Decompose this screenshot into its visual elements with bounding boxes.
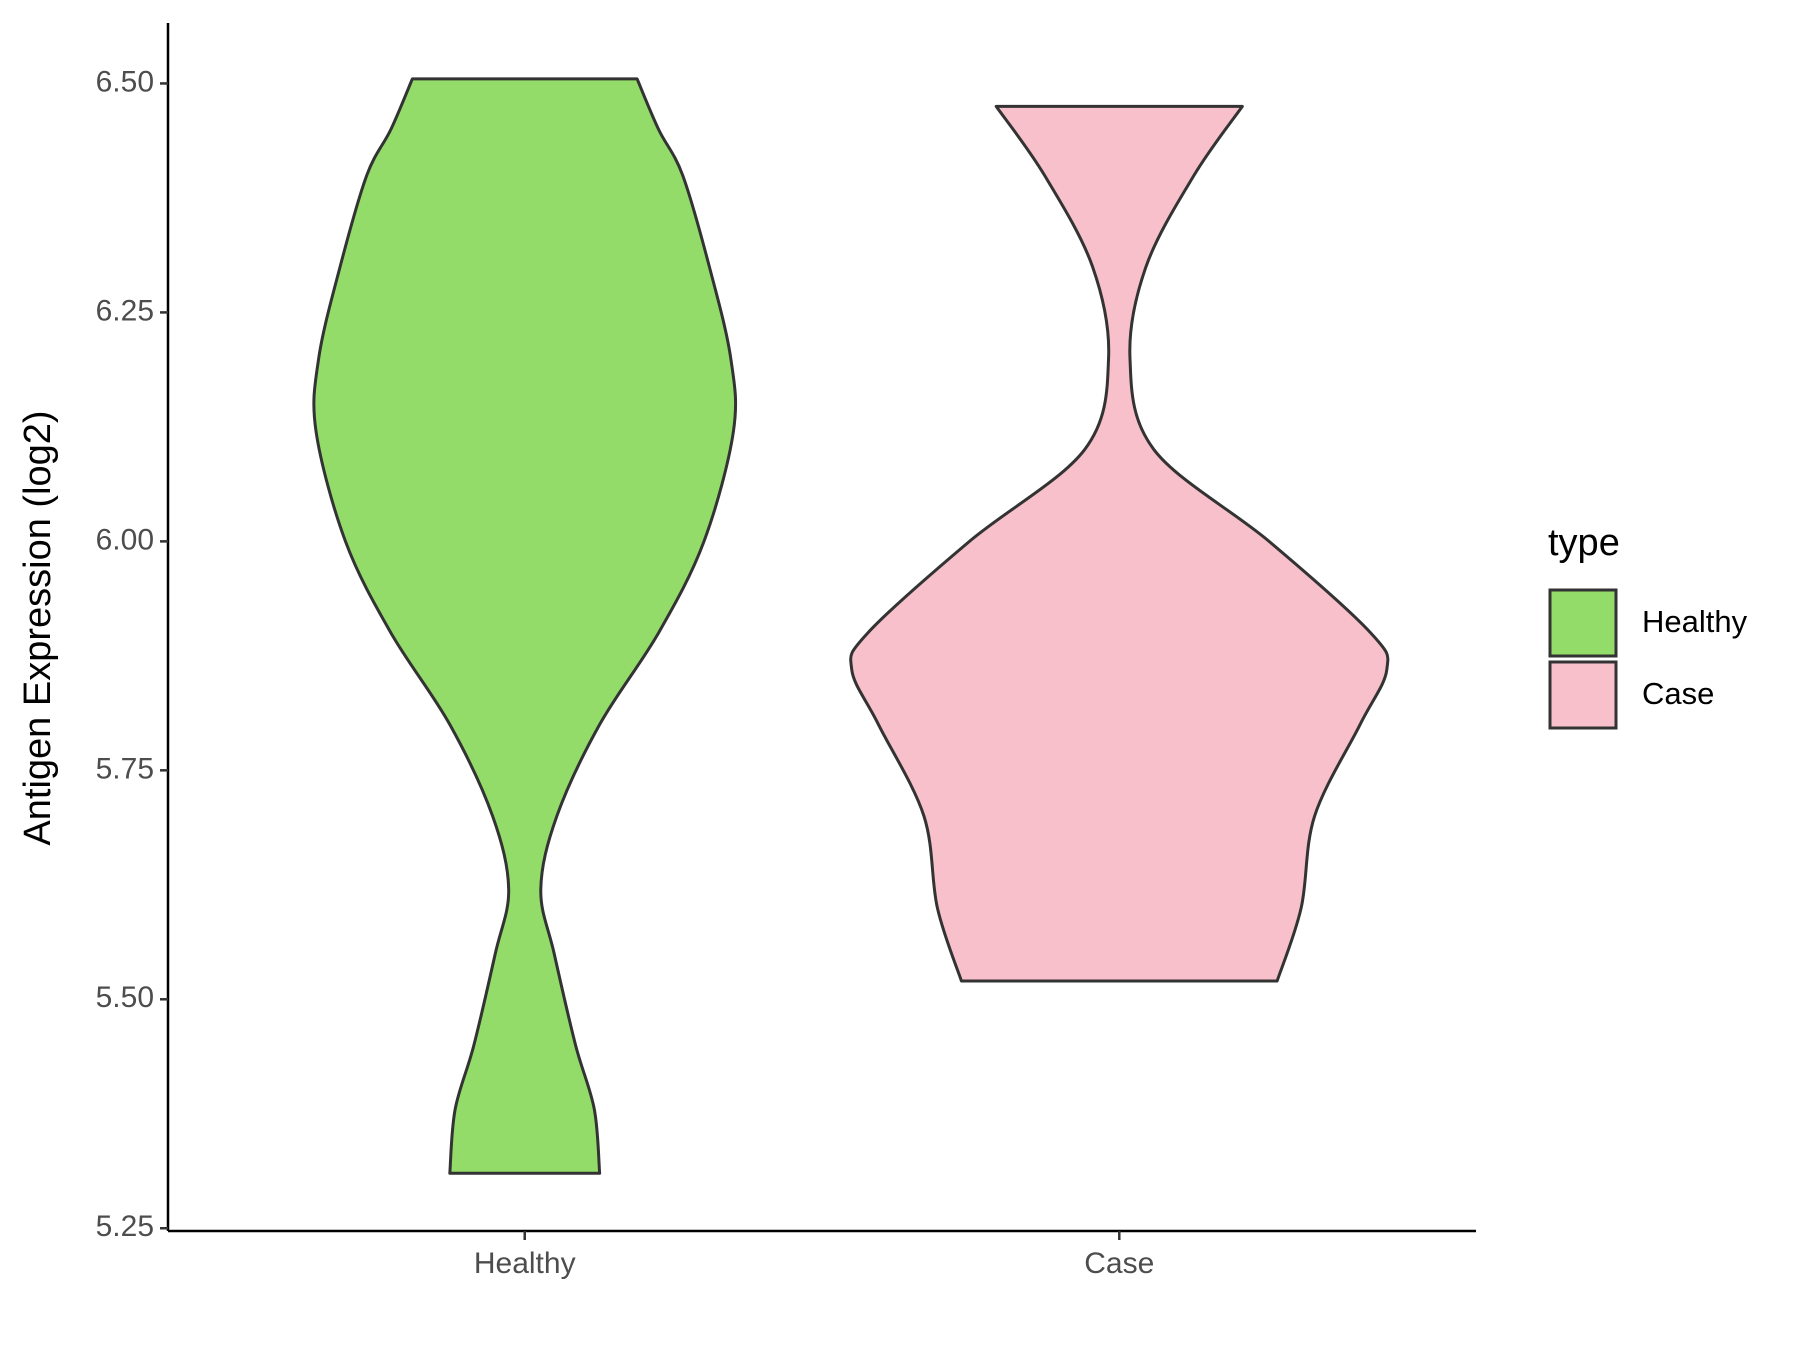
legend-key bbox=[1548, 588, 1618, 658]
y-tick-label: 6.00 bbox=[96, 523, 154, 556]
legend-title: type bbox=[1548, 522, 1620, 564]
y-tick-label: 5.75 bbox=[96, 752, 154, 785]
violin bbox=[312, 77, 738, 1175]
y-axis-title: Antigen Expression (log2) bbox=[17, 410, 59, 845]
legend-label: Healthy bbox=[1642, 604, 1748, 639]
y-tick-label: 5.50 bbox=[96, 981, 154, 1014]
y-tick-label: 5.25 bbox=[96, 1210, 154, 1243]
x-tick-label: Case bbox=[1084, 1247, 1154, 1280]
x-tick-label: Healthy bbox=[474, 1247, 576, 1280]
legend-key bbox=[1548, 660, 1618, 730]
violin bbox=[849, 104, 1390, 983]
y-tick-label: 6.50 bbox=[96, 65, 154, 98]
y-tick-label: 6.25 bbox=[96, 294, 154, 327]
legend-label: Case bbox=[1642, 676, 1714, 711]
